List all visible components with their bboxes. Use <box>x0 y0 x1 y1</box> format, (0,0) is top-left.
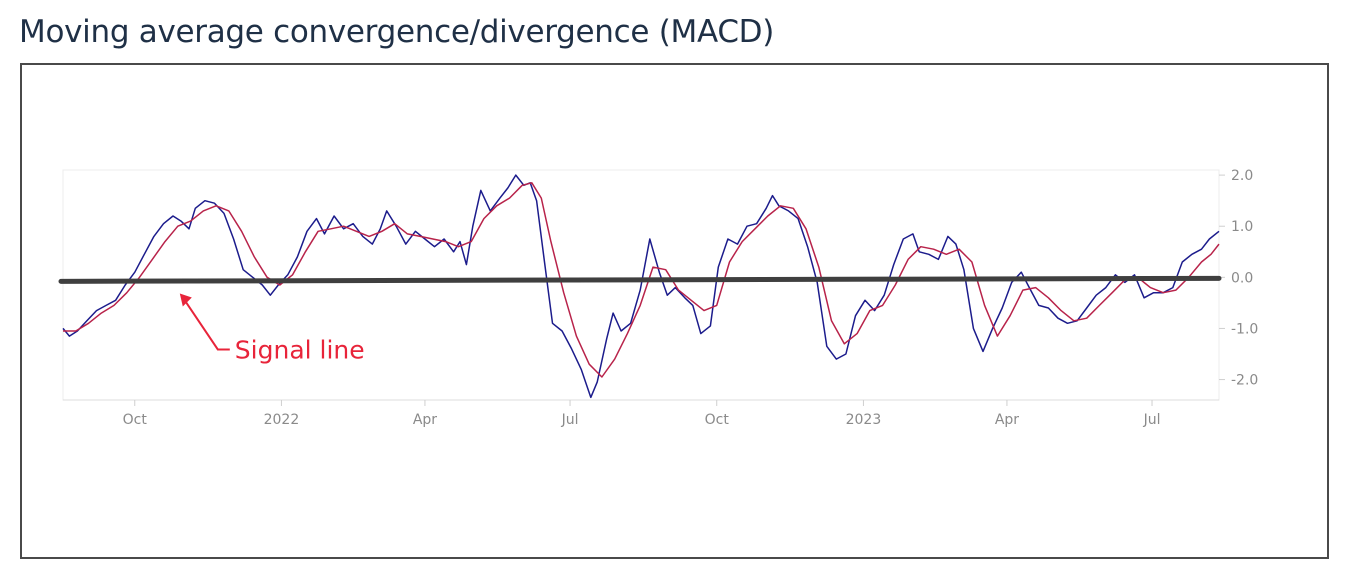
x-tick-label: Oct <box>123 412 148 428</box>
x-tick-label: Jul <box>1143 412 1161 428</box>
annotation-arrow <box>181 296 230 351</box>
y-tick-label: -1.0 <box>1231 321 1258 337</box>
x-tick-label: 2023 <box>846 412 882 428</box>
signal-line <box>63 182 1220 378</box>
x-tick-label: Oct <box>705 412 730 428</box>
x-tick-label: Apr <box>413 412 437 428</box>
y-tick-label: 1.0 <box>1231 219 1253 235</box>
chart-frame <box>20 63 1329 559</box>
zero-line <box>58 275 1222 284</box>
y-tick-label: 0.0 <box>1231 270 1253 286</box>
annotation-label: Signal line <box>235 335 365 364</box>
annotation-arrowhead <box>179 293 192 307</box>
y-tick-label: -2.0 <box>1231 373 1258 389</box>
y-tick-label: 2.0 <box>1231 168 1253 184</box>
page-title: Moving average convergence/divergence (M… <box>19 14 775 50</box>
x-tick-label: Apr <box>995 412 1019 428</box>
x-tick-label: 2022 <box>264 412 300 428</box>
x-tick-label: Jul <box>561 412 579 428</box>
